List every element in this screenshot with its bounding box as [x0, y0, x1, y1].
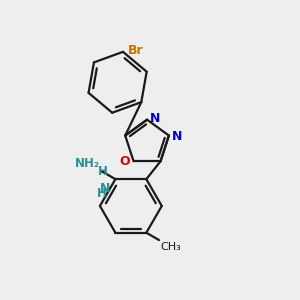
- Text: O: O: [119, 155, 130, 168]
- Text: Br: Br: [128, 44, 144, 57]
- Text: NH₂: NH₂: [75, 157, 100, 169]
- Text: N: N: [100, 182, 110, 194]
- Text: N: N: [172, 130, 182, 142]
- Text: CH₃: CH₃: [160, 242, 181, 252]
- Text: N: N: [150, 112, 160, 125]
- Text: H: H: [97, 187, 107, 200]
- Text: H: H: [98, 165, 108, 178]
